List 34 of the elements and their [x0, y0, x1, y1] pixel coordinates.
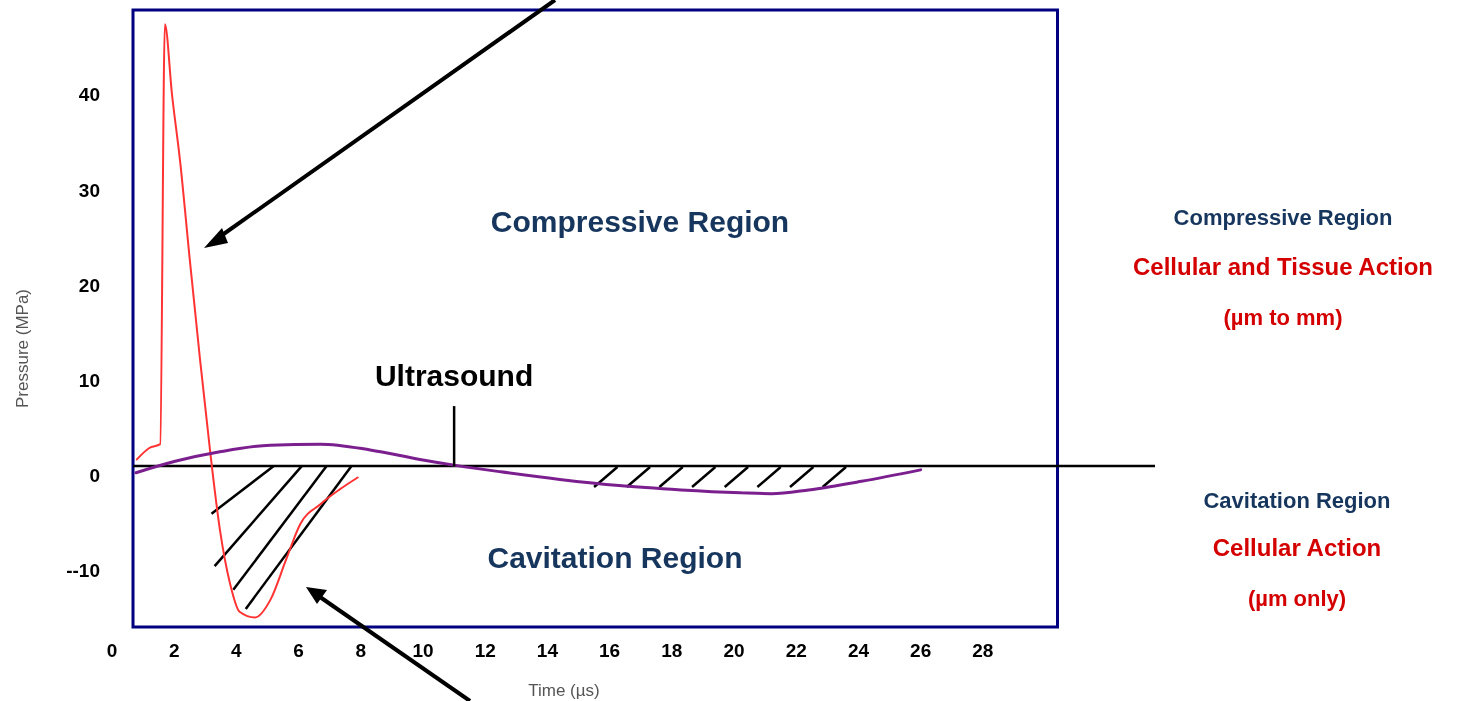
text: (µm only): [1247, 586, 1347, 611]
x-tick-label: 24: [847, 640, 870, 661]
x-tick-label: 0: [106, 640, 118, 661]
y-tick-label: 40: [78, 84, 100, 106]
x-tick-label: 12: [474, 640, 496, 661]
y-axis-title: Pressure (MPa): [13, 288, 32, 409]
text: Cavitation Region: [1203, 488, 1391, 513]
x-tick-label: 4: [231, 640, 243, 661]
x-tick-label: 6: [293, 640, 304, 661]
annotation: Cavitation Region: [487, 541, 743, 574]
x-tick-label: 8: [355, 640, 367, 661]
x-tick-label: 22: [785, 640, 807, 661]
annotation: Ultrasound: [374, 359, 534, 393]
line-series: [134, 442, 923, 496]
line-series: [135, 23, 359, 619]
annotation: Compressive Region: [490, 205, 790, 238]
x-tick-label: 14: [536, 640, 559, 661]
x-tick-label: 26: [910, 640, 932, 661]
y-tick-label: 0: [89, 465, 100, 487]
x-tick-label: 2: [168, 640, 180, 661]
y-tick-label: --10: [66, 560, 100, 582]
x-tick-label: 16: [599, 640, 621, 661]
text: Cellular and Tissue Action: [1132, 253, 1434, 280]
x-axis-title: Time (µs): [528, 681, 600, 700]
y-tick-label: 20: [78, 274, 100, 296]
x-tick-label: 28: [972, 640, 994, 661]
text: (µm to mm): [1223, 305, 1343, 330]
y-tick-label: 30: [78, 179, 100, 201]
y-tick-label: 10: [78, 370, 100, 392]
text: Compressive Region: [1173, 205, 1393, 230]
x-tick-label: 20: [723, 640, 745, 661]
x-tick-label: 18: [661, 640, 683, 661]
x-tick-label: 10: [412, 640, 434, 661]
text: Cellular Action: [1212, 534, 1382, 561]
